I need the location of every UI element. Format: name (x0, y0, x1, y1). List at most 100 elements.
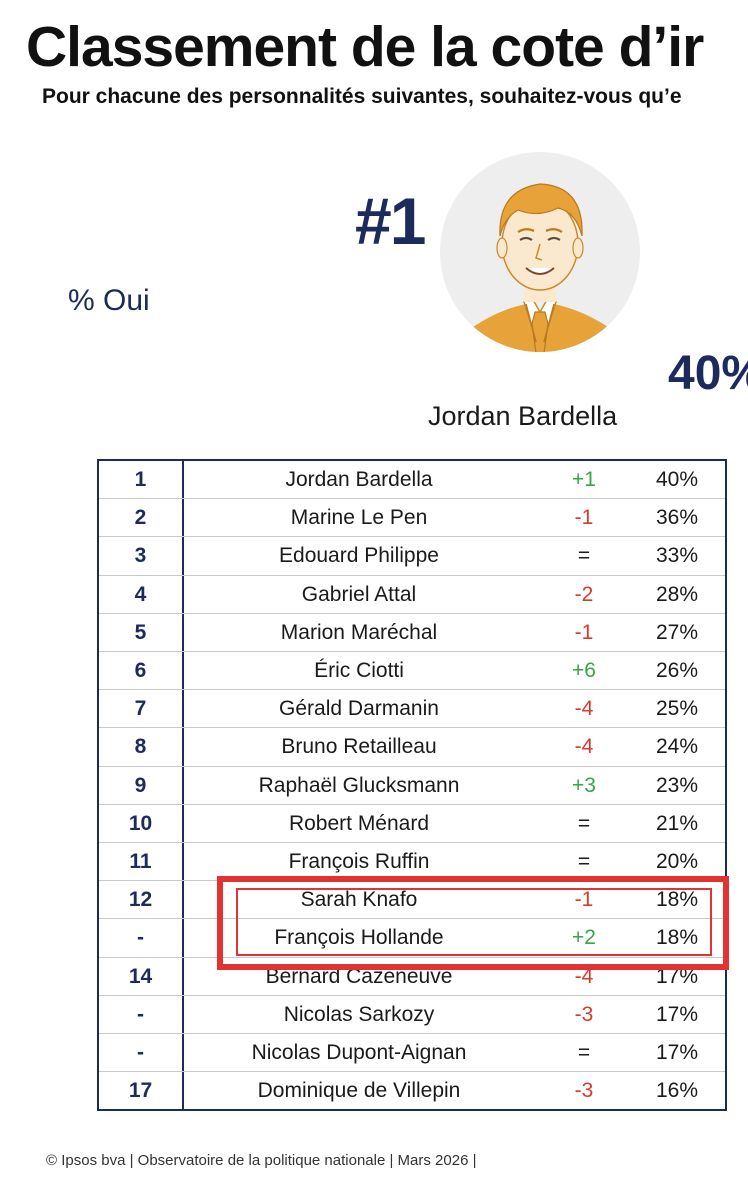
row-delta: = (577, 811, 591, 835)
row-name: François Hollande (274, 926, 444, 950)
row-value: 17% (655, 1041, 699, 1064)
row-rank: 6 (134, 659, 147, 682)
table-row: 5 Marion Maréchal -1 27% (99, 614, 725, 652)
highlight-inner-frame (236, 888, 712, 956)
table-row: 1 Jordan Bardella +1 40% (99, 461, 725, 500)
row-rank: 8 (134, 735, 147, 759)
table-row: 17 Dominique de Villepin -3 16% (99, 1072, 725, 1110)
row-delta: -1 (574, 888, 594, 912)
row-name: François Ruffin (288, 850, 430, 873)
row-name: Robert Ménard (288, 811, 430, 835)
row-name: Nicolas Dupont-Aignan (251, 1041, 467, 1064)
row-value: 21% (655, 811, 699, 835)
page-subtitle: Pour chacune des personnalités suivantes… (42, 85, 682, 108)
row-value: 25% (655, 697, 699, 721)
row-name: Edouard Philippe (279, 544, 439, 568)
portrait-jacket (458, 304, 624, 352)
row-delta: = (577, 544, 591, 568)
row-delta: -3 (574, 1002, 594, 1026)
row-delta: +2 (572, 926, 596, 950)
row-name: Gérald Darmanin (279, 697, 439, 721)
row-name: Gabriel Attal (301, 582, 417, 606)
row-delta: -4 (574, 964, 594, 988)
portrait-hair (499, 183, 583, 237)
row-name: Bernard Cazeneuve (265, 964, 453, 988)
row-delta: -2 (574, 582, 594, 606)
row-value: 23% (655, 773, 699, 797)
table-row: - Nicolas Dupont-Aignan = 17% (99, 1034, 725, 1073)
leader-portrait (438, 152, 642, 378)
row-rank: 7 (134, 697, 147, 721)
row-value: 40% (655, 468, 699, 491)
page-title: Classement de la cote d’ir (26, 15, 704, 79)
table-row: 4 Gabriel Attal -2 28% (99, 576, 725, 614)
row-rank: 2 (134, 506, 147, 530)
row-value: 28% (655, 582, 699, 606)
row-value: 16% (655, 1079, 699, 1103)
row-delta: +1 (572, 468, 596, 491)
table-row: 14 Bernard Cazeneuve -4 17% (99, 958, 725, 996)
row-name: Éric Ciotti (314, 659, 404, 682)
row-rank: 4 (134, 582, 147, 606)
row-value: 18% (655, 926, 699, 950)
table-row: 6 Éric Ciotti +6 26% (99, 652, 725, 691)
table-row: - François Hollande +2 18% (99, 919, 725, 958)
row-name: Nicolas Sarkozy (283, 1002, 435, 1026)
row-delta: -4 (574, 735, 594, 759)
row-rank: 9 (134, 773, 147, 797)
row-rank: - (137, 926, 144, 950)
row-value: 36% (655, 506, 699, 530)
portrait-illustration (440, 152, 640, 352)
row-delta: -1 (574, 620, 594, 644)
footer-credit: © Ipsos bva | Observatoire de la politiq… (46, 1152, 477, 1169)
table-row: 9 Raphaël Glucksmann +3 23% (99, 767, 725, 805)
table-row: 8 Bruno Retailleau -4 24% (99, 728, 725, 767)
portrait-tie (531, 311, 549, 352)
row-delta: +6 (572, 659, 596, 682)
row-name: Bruno Retailleau (281, 735, 437, 759)
highlight-box (217, 876, 729, 970)
row-rank: - (137, 1041, 144, 1064)
row-rank: 10 (128, 811, 153, 835)
row-value: 33% (655, 544, 699, 568)
row-rank: 14 (128, 964, 153, 988)
table-row: - Nicolas Sarkozy -3 17% (99, 996, 725, 1034)
table-row: 2 Marine Le Pen -1 36% (99, 499, 725, 538)
row-rank: - (137, 1002, 144, 1026)
row-value: 20% (655, 850, 699, 873)
row-rank: 3 (134, 544, 147, 568)
table-row: 10 Robert Ménard = 21% (99, 805, 725, 843)
row-name: Marine Le Pen (290, 506, 428, 530)
leader-name: Jordan Bardella (428, 401, 618, 431)
row-name: Jordan Bardella (285, 468, 433, 491)
row-value: 26% (655, 659, 699, 682)
table-row: 7 Gérald Darmanin -4 25% (99, 690, 725, 729)
row-name: Raphaël Glucksmann (258, 773, 460, 797)
leader-value: 40% (668, 347, 748, 400)
row-value: 18% (655, 888, 699, 912)
percent-yes-label: % Oui (68, 284, 150, 317)
row-rank: 12 (128, 888, 153, 912)
rank-column-divider (182, 461, 184, 1109)
row-delta: = (577, 850, 591, 873)
table-row: 12 Sarah Knafo -1 18% (99, 881, 725, 920)
row-rank: 1 (134, 468, 147, 491)
ranking-table: 1 Jordan Bardella +1 40% 2 Marine Le Pen -1 36%… (97, 459, 727, 1111)
table-row: 3 Edouard Philippe = 33% (99, 537, 725, 576)
row-delta: -1 (574, 506, 594, 530)
leader-rank: #1 (355, 184, 426, 258)
row-rank: 11 (129, 850, 152, 873)
row-value: 17% (655, 1002, 699, 1026)
row-name: Dominique de Villepin (257, 1079, 461, 1103)
row-name: Marion Maréchal (280, 620, 438, 644)
row-value: 17% (655, 964, 699, 988)
row-rank: 17 (128, 1079, 153, 1103)
row-rank: 5 (134, 620, 147, 644)
row-value: 24% (655, 735, 699, 759)
row-name: Sarah Knafo (300, 888, 418, 912)
row-value: 27% (655, 620, 699, 644)
row-delta: = (577, 1041, 591, 1064)
row-delta: -3 (574, 1079, 594, 1103)
row-delta: -4 (574, 697, 594, 721)
row-delta: +3 (572, 773, 596, 797)
